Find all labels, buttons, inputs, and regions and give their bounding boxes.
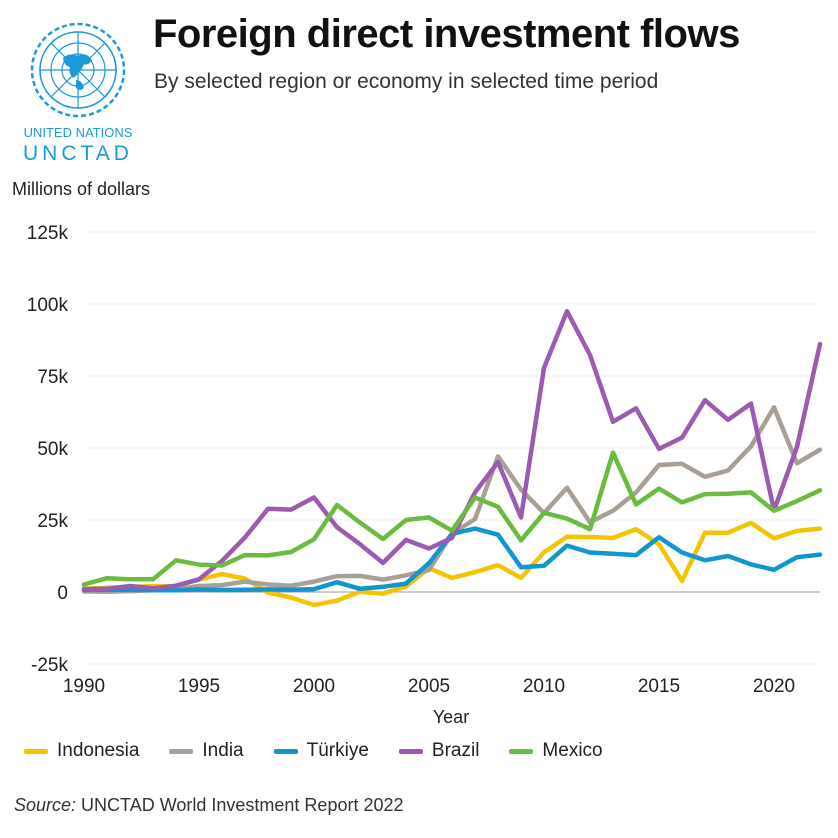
x-tick-labels: 1990 1995 2000 2005 2010 2015 2020 xyxy=(63,676,795,697)
chart-title: Foreign direct investment flows xyxy=(153,12,740,56)
chart-subtitle: By selected region or economy in selecte… xyxy=(154,70,659,93)
legend-item[interactable]: Brazil xyxy=(398,740,480,762)
legend-item[interactable]: Türkiye xyxy=(273,740,369,762)
series-lines xyxy=(81,308,823,608)
y-tick-label: 100k xyxy=(27,295,69,316)
legend-swatch xyxy=(398,748,423,754)
y-tick-label: 25k xyxy=(37,511,68,532)
series-line-mexico xyxy=(81,450,823,587)
y-axis-label: Millions of dollars xyxy=(12,179,151,199)
grid-lines xyxy=(84,231,820,665)
legend-label: Mexico xyxy=(542,740,603,761)
x-tick-label: 2020 xyxy=(753,676,795,697)
y-tick-label: 0 xyxy=(57,583,68,604)
x-tick-label: 1990 xyxy=(63,676,105,697)
legend-item[interactable]: India xyxy=(169,740,244,762)
legend-swatch xyxy=(273,748,298,754)
legend-label: Brazil xyxy=(431,740,480,761)
logo-line2: UNCTAD xyxy=(23,142,133,165)
series-line-indonesia xyxy=(81,520,823,608)
y-tick-label: -25k xyxy=(31,655,68,676)
legend: Indonesia India Türkiye Brazil Mexico xyxy=(24,740,633,762)
source-text: UNCTAD World Investment Report 2022 xyxy=(76,795,404,815)
x-axis-label: Year xyxy=(433,707,469,727)
legend-swatch xyxy=(169,748,194,754)
logo-line1: UNITED NATIONS xyxy=(24,125,133,140)
x-tick-label: 2010 xyxy=(523,676,565,697)
legend-label: Indonesia xyxy=(57,740,140,761)
y-tick-labels: -25k 0 25k 50k 75k 100k 125k xyxy=(27,223,69,676)
source-label: Source: xyxy=(14,795,77,815)
un-emblem-icon: UNITED NATIONS UNCTAD xyxy=(23,22,133,165)
legend-item[interactable]: Indonesia xyxy=(24,740,139,762)
y-tick-label: 75k xyxy=(37,367,68,388)
y-tick-label: 125k xyxy=(27,223,69,244)
legend-label: India xyxy=(202,740,244,761)
y-tick-label: 50k xyxy=(37,439,68,460)
x-tick-label: 2000 xyxy=(293,676,335,697)
source-note: Source: UNCTAD World Investment Report 2… xyxy=(14,795,404,816)
x-tick-label: 2015 xyxy=(638,676,680,697)
legend-label: Türkiye xyxy=(306,740,369,761)
legend-swatch xyxy=(509,748,534,754)
series-line-brazil xyxy=(81,308,823,592)
legend-item[interactable]: Mexico xyxy=(509,740,603,762)
x-tick-label: 2005 xyxy=(408,676,450,697)
legend-swatch xyxy=(24,748,48,754)
x-tick-label: 1995 xyxy=(178,676,220,697)
un-logo: UNITED NATIONS UNCTAD xyxy=(18,18,138,168)
